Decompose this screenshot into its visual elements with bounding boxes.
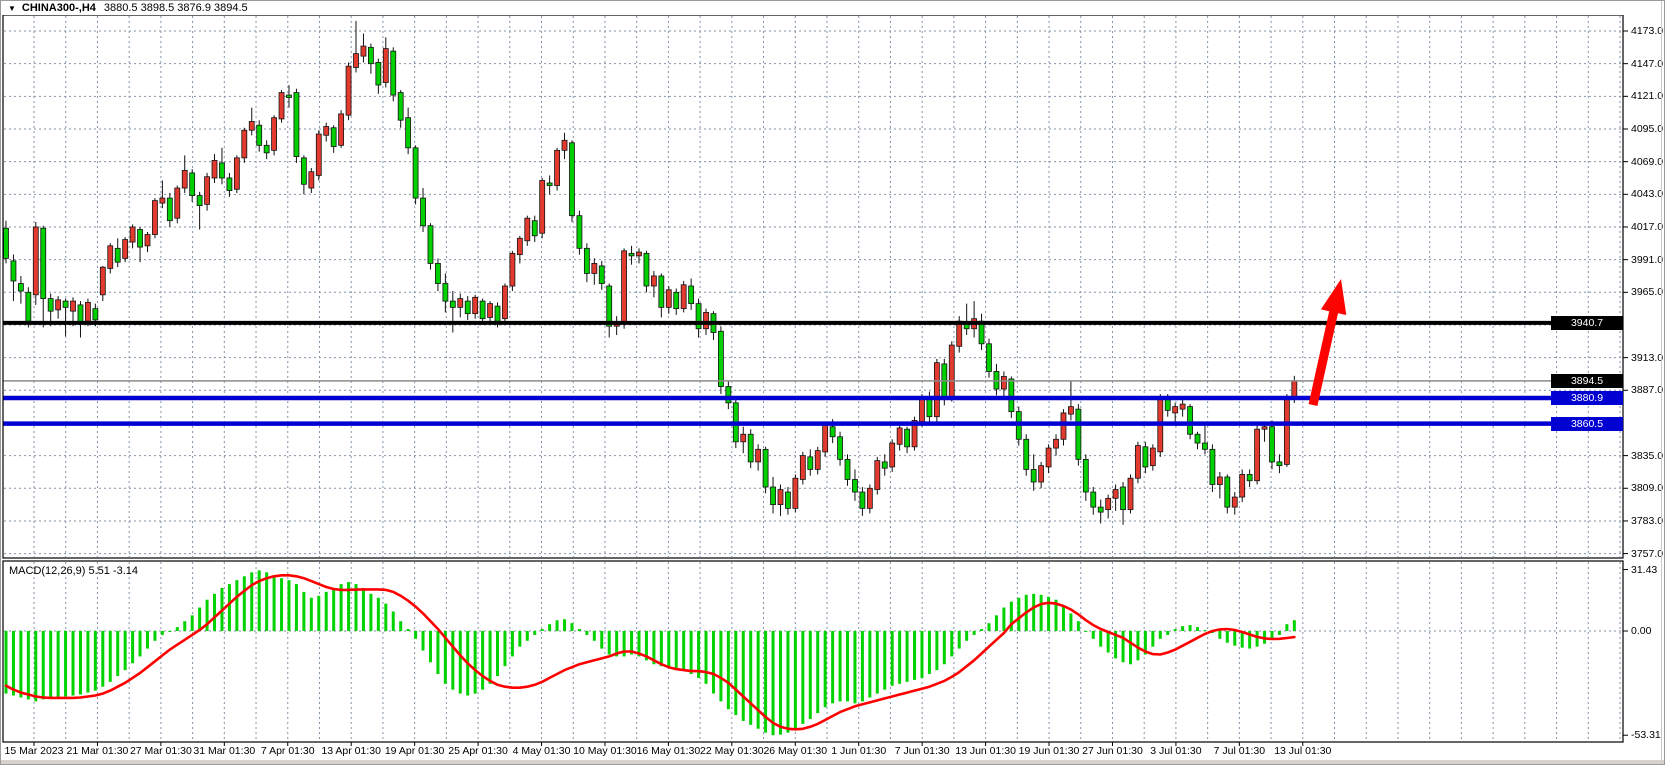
time-axis-label: 7 Apr 01:30 (260, 745, 315, 757)
time-axis-label: 7 Jun 01:30 (894, 745, 950, 757)
time-axis-label: 10 May 01:30 (573, 745, 637, 757)
price-axis-label: 4017.0 (1631, 220, 1664, 233)
time-axis-label: 7 Jul 01:30 (1213, 745, 1266, 757)
window-right-border (1661, 1, 1662, 764)
price-line-badge: 3880.9 (1551, 390, 1623, 405)
price-axis-label: 4043.0 (1631, 188, 1664, 201)
time-axis-label: 31 Mar 01:30 (193, 745, 256, 757)
time-axis-label: 15 Mar 2023 (4, 745, 64, 757)
price-axis-label: 4121.0 (1631, 90, 1664, 103)
time-axis-label: 19 Apr 01:30 (384, 745, 445, 757)
time-axis-label: 19 Jun 01:30 (1018, 745, 1080, 757)
time-axis-label: 16 May 01:30 (636, 745, 701, 757)
up-arrow-annotation[interactable] (1308, 279, 1347, 406)
macd-axis-label: 31.43 (1631, 563, 1658, 576)
time-axis-label: 13 Jun 01:30 (955, 745, 1016, 757)
time-axis-label: 3 Jul 01:30 (1150, 745, 1202, 757)
time-axis-label: 13 Apr 01:30 (321, 745, 381, 757)
price-axis-label: 3783.0 (1631, 514, 1664, 527)
time-axis-label: 27 Jun 01:30 (1082, 745, 1143, 757)
window-bottom-strip (1, 760, 1664, 764)
time-axis-label: 26 May 01:30 (763, 745, 828, 757)
price-axis-label: 3757.0 (1631, 547, 1664, 560)
price-axis-label: 4147.0 (1631, 57, 1664, 70)
macd-axis-label: -53.31 (1631, 729, 1661, 742)
price-axis-label: 3965.0 (1631, 286, 1664, 299)
time-axis-label: 27 Mar 01:30 (129, 745, 192, 757)
price-axis-label: 3809.0 (1631, 482, 1664, 495)
price-axis-label: 3887.0 (1631, 384, 1664, 397)
price-line-badge: 3860.5 (1551, 416, 1623, 431)
price-axis-label: 4069.0 (1631, 155, 1664, 168)
title-ohlc-values: 3880.5 3898.5 3876.9 3894.5 (103, 2, 248, 14)
time-axis-label: 21 Mar 01:30 (66, 745, 129, 757)
price-axis-label: 4095.0 (1631, 122, 1664, 135)
time-axis-label: 13 Jul 01:30 (1274, 745, 1332, 757)
time-axis-label: 4 May 01:30 (512, 745, 571, 757)
symbol-period-label: CHINA300-,H4 (21, 2, 96, 14)
time-axis-label: 1 Jun 01:30 (831, 745, 887, 757)
price-axis-label: 3913.0 (1631, 351, 1664, 364)
macd-indicator-label: MACD(12,26,9) 5.51 -3.14 (9, 565, 139, 577)
chevron-down-icon[interactable]: ▼ (8, 4, 16, 13)
price-line-badge: 3940.7 (1551, 315, 1623, 330)
macd-axis-label: 0.00 (1631, 625, 1652, 637)
time-axis-label: 25 Apr 01:30 (448, 745, 508, 757)
chart-title-bar: ▼ CHINA300-,H4 3880.5 3898.5 3876.9 3894.5 (1, 1, 1664, 15)
price-axis-label: 4173.0 (1631, 25, 1664, 37)
time-axis-label: 22 May 01:30 (700, 745, 764, 757)
price-axis-label: 3835.0 (1631, 449, 1664, 462)
price-line-badge: 3894.5 (1551, 373, 1623, 388)
price-axis-label: 3991.0 (1631, 253, 1664, 266)
